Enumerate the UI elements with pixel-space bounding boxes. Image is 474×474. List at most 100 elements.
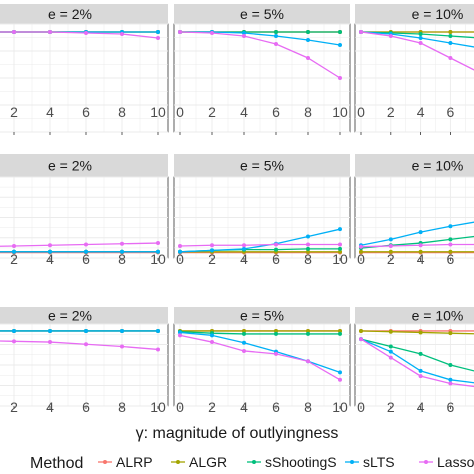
data-point-sShootingS <box>274 331 278 336</box>
x-tick-label: 8 <box>118 251 126 267</box>
data-point-Lasso <box>84 342 88 347</box>
data-point-ALGR <box>418 249 423 254</box>
data-point-ALGR <box>388 329 393 334</box>
x-tick-label: 2 <box>208 251 216 267</box>
series-line-sShootingS <box>179 331 340 335</box>
data-point-Lasso <box>84 242 88 247</box>
data-point-sLTS <box>156 30 160 34</box>
x-tick-label: 4 <box>240 104 248 120</box>
x-tick-label: 2 <box>10 399 18 415</box>
data-point-sShootingS <box>448 363 453 367</box>
data-point-ALGR <box>306 249 310 254</box>
data-point-Lasso <box>274 351 278 356</box>
x-tick-label: 10 <box>150 251 166 267</box>
data-point-Lasso <box>48 243 52 248</box>
series-line-sLTS <box>360 31 474 48</box>
data-point-sLTS <box>48 249 52 254</box>
data-point-sShootingS <box>338 331 342 336</box>
legend-item-ALGR: ALGR <box>171 454 227 470</box>
data-point-Lasso <box>448 381 453 386</box>
data-point-sShootingS <box>338 30 342 34</box>
data-point-sLTS <box>242 31 246 35</box>
data-point-ALGR <box>338 249 342 254</box>
data-point-Lasso <box>388 34 393 38</box>
data-point-Lasso <box>210 31 214 35</box>
series-line-sLTS <box>360 221 474 246</box>
data-point-sLTS <box>178 249 182 254</box>
x-tick-label: 6 <box>82 251 90 267</box>
series-line-sLTS <box>180 31 341 46</box>
x-tick-label: 6 <box>272 104 280 120</box>
x-tick-label: 2 <box>387 251 395 267</box>
data-point-Lasso <box>84 31 88 35</box>
data-point-sShootingS <box>338 246 342 251</box>
panel-strip-label: e = 10% <box>412 158 464 174</box>
panel-0-1: e = 5% 0 2 4 6 8 10 <box>173 4 351 135</box>
legend-key-point <box>176 460 180 464</box>
x-tick-label: 4 <box>240 251 248 267</box>
data-point-Lasso <box>178 243 182 248</box>
x-tick-label: 2 <box>387 104 395 120</box>
data-point-sShootingS <box>242 331 246 336</box>
data-point-sLTS <box>48 328 52 333</box>
data-point-ALGR <box>242 328 246 333</box>
legend-title: Method <box>30 455 83 472</box>
data-point-Lasso <box>418 243 423 248</box>
x-tick-label: 6 <box>272 399 280 415</box>
series-line-Lasso <box>360 243 474 248</box>
data-point-sLTS <box>338 227 342 232</box>
data-point-sShootingS <box>418 32 423 36</box>
data-point-sShootingS <box>388 344 393 349</box>
data-point-Lasso <box>210 340 214 345</box>
data-point-Lasso <box>12 243 16 248</box>
data-point-sLTS <box>84 328 88 333</box>
data-point-sLTS <box>120 328 124 333</box>
x-tick-label: 0 <box>176 104 184 120</box>
x-tick-label: 6 <box>447 251 455 267</box>
legend-key-point <box>103 460 107 464</box>
x-tick-label: 10 <box>332 399 348 415</box>
data-point-Lasso <box>274 42 278 46</box>
data-point-sLTS <box>178 330 182 335</box>
panel-strip <box>0 307 168 324</box>
x-tick-label: 8 <box>118 399 126 415</box>
series-line-Lasso <box>179 31 341 79</box>
data-point-sLTS <box>388 349 393 354</box>
data-point-Lasso <box>418 374 423 379</box>
data-point-ALGR <box>448 331 453 336</box>
legend: Method ALRP ALGR sShootingS sLTS Lasso <box>30 454 474 472</box>
data-point-sShootingS <box>418 351 423 356</box>
legend-label: ALGR <box>189 454 227 470</box>
x-tick-label: 4 <box>417 399 425 415</box>
series-line-ALGR <box>360 330 474 335</box>
x-tick-label: 0 <box>176 399 184 415</box>
data-point-Lasso <box>156 347 160 352</box>
data-point-sLTS <box>242 246 246 251</box>
data-point-ALGR <box>306 328 310 333</box>
data-point-sShootingS <box>306 246 310 251</box>
x-tick-label: 2 <box>10 104 18 120</box>
data-point-sShootingS <box>274 247 278 252</box>
legend-label: sShootingS <box>265 454 337 470</box>
legend-item-sLTS: sLTS <box>345 454 395 470</box>
data-point-Lasso <box>156 241 160 246</box>
x-tick-label: 2 <box>387 399 395 415</box>
data-point-Lasso <box>242 348 246 353</box>
x-tick-label: 6 <box>447 104 455 120</box>
data-point-ALGR <box>418 330 423 335</box>
x-tick-label: 10 <box>150 399 166 415</box>
x-tick-label: 2 <box>10 251 18 267</box>
series-line-sShootingS <box>360 338 474 372</box>
panel-strip <box>174 154 350 177</box>
data-point-Lasso <box>388 243 393 248</box>
data-point-Lasso <box>120 32 124 36</box>
data-point-sLTS <box>418 230 423 235</box>
data-point-Lasso <box>120 344 124 349</box>
panel-strip <box>0 4 168 24</box>
legend-label: ALRP <box>116 454 153 470</box>
legend-item-sShootingS: sShootingS <box>247 454 337 470</box>
series-line-Lasso <box>360 31 474 71</box>
